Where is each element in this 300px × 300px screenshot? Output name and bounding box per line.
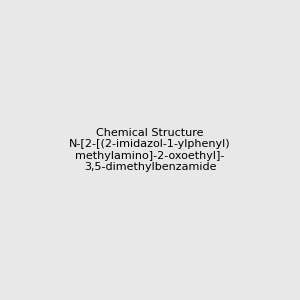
Text: Chemical Structure
N-[2-[(2-imidazol-1-ylphenyl)
methylamino]-2-oxoethyl]-
3,5-d: Chemical Structure N-[2-[(2-imidazol-1-y…: [69, 128, 231, 172]
